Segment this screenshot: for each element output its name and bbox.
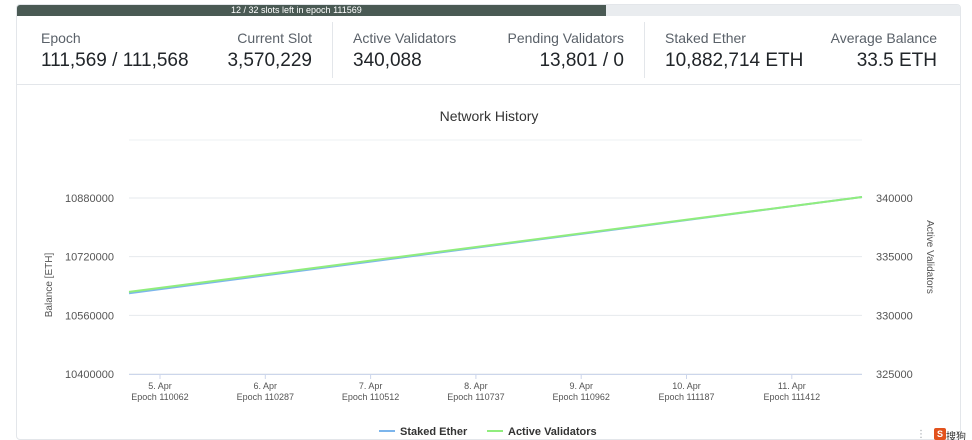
x-tick-epoch-label: Epoch 110062	[131, 392, 188, 402]
series-line-active-validators	[128, 196, 863, 293]
stat-pending-validators-label: Pending Validators	[507, 30, 624, 46]
y-right-tick-label: 330000	[876, 310, 913, 322]
y-left-tick-label: 10720000	[65, 252, 114, 264]
stat-current-slot-value: 3,570,229	[227, 50, 312, 71]
more-menu-icon[interactable]: ⋮	[916, 429, 926, 440]
x-tick-date-label: 8. Apr	[464, 381, 488, 391]
sogou-logo-text: 搜狗	[946, 432, 966, 440]
stat-staked-ether-label: Staked Ether	[665, 30, 746, 46]
stat-current-slot-label: Current Slot	[237, 30, 312, 46]
y-right-axis-title: Active Validators	[924, 220, 935, 294]
x-tick-date-label: 10. Apr	[672, 381, 701, 391]
network-history-chart-area: 10400000 10560000 10720000 10880000 325000 33…	[17, 85, 960, 439]
sogou-logo-icon: S	[934, 428, 946, 440]
legend-item-label: Staked Ether	[400, 426, 468, 438]
stat-pending-validators: Pending Validators 13,801 / 0	[487, 16, 624, 84]
stat-pending-validators-value: 13,801 / 0	[539, 50, 624, 71]
stat-average-balance: Average Balance 33.5 ETH	[807, 16, 937, 84]
x-tick-epoch-label: Epoch 110737	[447, 392, 504, 402]
sogou-logo: S 搜狗	[934, 428, 972, 440]
stat-average-balance-label: Average Balance	[830, 30, 937, 46]
y-left-tick-label: 10400000	[65, 369, 114, 381]
chart-title: Network History	[440, 108, 539, 124]
stat-epoch-value: 111,569 / 111,568	[41, 50, 189, 71]
stats-divider	[644, 22, 645, 78]
x-tick-epoch-label: Epoch 110962	[553, 392, 610, 402]
stat-staked-ether-value: 10,882,714 ETH	[665, 50, 804, 71]
x-tick-date-label: 6. Apr	[254, 381, 278, 391]
epoch-progress-bar: 12 / 32 slots left in epoch 111569	[17, 5, 960, 16]
x-tick-epoch-label: Epoch 111187	[658, 392, 714, 402]
legend-item-label: Active Validators	[508, 426, 597, 438]
y-left-axis-title: Balance [ETH]	[44, 253, 55, 318]
x-tick-date-label: 5. Apr	[148, 381, 172, 391]
stats-row: Epoch 111,569 / 111,568 Current Slot 3,5…	[17, 16, 960, 85]
stat-active-validators-value: 340,088	[353, 50, 422, 71]
x-tick-date-label: 11. Apr	[778, 381, 806, 391]
network-history-chart: 10400000 10560000 10720000 10880000 325000 33…	[44, 108, 935, 438]
epoch-progress-fill	[17, 5, 607, 16]
stat-active-validators-label: Active Validators	[353, 30, 457, 46]
y-right-tick-label: 335000	[876, 252, 913, 264]
stat-average-balance-value: 33.5 ETH	[856, 50, 937, 71]
stats-divider	[332, 22, 333, 78]
y-left-tick-label: 10880000	[65, 193, 114, 205]
stat-current-slot: Current Slot 3,570,229	[207, 16, 312, 84]
network-stats-card: 12 / 32 slots left in epoch 111569 Epoch…	[16, 4, 961, 440]
x-tick-epoch-label: Epoch 111412	[763, 392, 820, 402]
x-tick-date-label: 7. Apr	[359, 381, 383, 391]
x-tick-date-label: 9. Apr	[569, 381, 593, 391]
y-left-tick-label: 10560000	[65, 310, 114, 322]
y-right-tick-label: 340000	[876, 193, 913, 205]
epoch-progress-text: 12 / 32 slots left in epoch 111569	[231, 5, 362, 15]
y-right-tick-label: 325000	[876, 369, 913, 381]
x-tick-epoch-label: Epoch 110287	[237, 392, 294, 402]
stat-epoch-label: Epoch	[41, 30, 81, 46]
x-tick-epoch-label: Epoch 110512	[342, 392, 399, 402]
